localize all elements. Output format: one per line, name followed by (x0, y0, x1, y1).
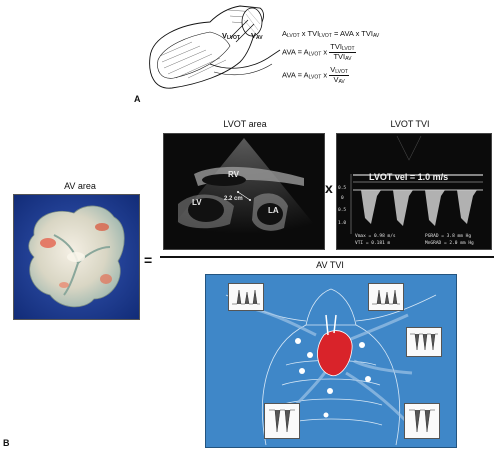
fraction-bar (160, 256, 494, 258)
panel-a: VLVOT VAV ALVOT x TVILVOT = AVA x TVIAV … (0, 0, 500, 105)
lvot-area-echo: RV LV LA 2.2 cm (163, 133, 325, 250)
doppler-scale-05-bottom: 0.5 (338, 208, 346, 213)
parasternal-long-axis-image (164, 134, 324, 249)
doppler-inset-top-right (368, 283, 404, 311)
aortic-valve-specimen (14, 195, 139, 319)
lvot-tvi-doppler: LVOT vel = 1.0 m/s 0.5 0 0.5 1.0 Vmax = … (336, 133, 492, 250)
lvot-measure-label: 2.2 cm (224, 196, 243, 202)
equation-ava-tvi: AVA = ALVOT x TVILVOT TVIAV (282, 43, 356, 62)
vti-readout: VTI = 0.181 m (355, 241, 390, 246)
v-av-label: VAV (251, 32, 263, 41)
doppler-inset-mid-right (406, 327, 442, 357)
doppler-scale-05-top: 0.5 (338, 186, 346, 191)
mngrad-readout: MnGRAD = 2.0 mm Hg (425, 241, 474, 246)
panel-a-letter: A (134, 94, 141, 104)
vmax-readout: Vmax = 0.98 m/s (355, 234, 396, 239)
la-label: LA (268, 206, 279, 215)
lvot-area-title: LVOT area (190, 119, 300, 129)
doppler-inset-top-left (228, 283, 264, 311)
doppler-inset-bottom-left (264, 403, 300, 439)
equation-continuity: ALVOT x TVILVOT = AVA x TVIAV (282, 30, 379, 39)
av-tvi-title: AV TVI (290, 260, 370, 270)
doppler-scale-0: 0 (341, 196, 344, 201)
av-area-title: AV area (30, 181, 130, 191)
doppler-inset-bottom-right (404, 403, 440, 439)
equals-sign: = (144, 252, 152, 268)
lvot-schematic (140, 2, 290, 94)
equation-ava-velocity: AVA = ALVOT x VLVOT VAV (282, 66, 349, 85)
rv-label: RV (228, 170, 239, 179)
lvot-velocity-label: LVOT vel = 1.0 m/s (369, 172, 448, 182)
times-sign: x (325, 180, 333, 196)
pulsed-wave-doppler-trace (337, 134, 491, 249)
lv-label: LV (192, 198, 202, 207)
av-area-photo (13, 194, 140, 320)
v-lvot-label: VLVOT (222, 32, 240, 41)
doppler-scale-10: 1.0 (338, 221, 346, 226)
lvot-tvi-title: LVOT TVI (355, 119, 465, 129)
pgrad-readout: PGRAD = 3.8 mm Hg (425, 234, 471, 239)
av-tvi-figure (205, 274, 457, 448)
panel-b-letter: B (3, 438, 10, 448)
